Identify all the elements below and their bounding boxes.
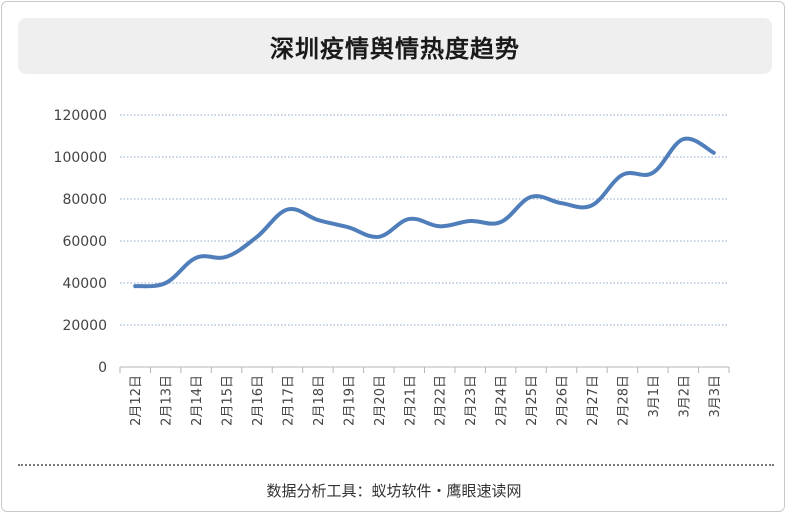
data-point — [529, 195, 533, 199]
x-tick-label: 2月23日 — [464, 375, 479, 426]
y-tick-label: 40000 — [62, 276, 107, 292]
chart-title: 深圳疫情舆情热度趋势 — [270, 34, 520, 63]
x-tick-label: 2月20日 — [373, 375, 388, 426]
data-point — [681, 137, 685, 141]
x-tick-label: 2月27日 — [586, 375, 601, 426]
x-tick-label: 2月21日 — [403, 375, 418, 426]
data-point — [407, 217, 411, 221]
x-tick-label: 2月22日 — [434, 375, 449, 426]
x-axis: 2月12日 2月13日 2月14日 2月15日 2月16日 2月17日 2月18日 2月19日… — [119, 366, 730, 426]
x-tick-label: 3月1日 — [647, 375, 662, 418]
footer-divider — [18, 464, 774, 466]
data-point — [620, 173, 624, 177]
x-tick-label: 2月12日 — [129, 375, 144, 426]
y-tick-label: 100000 — [54, 150, 107, 166]
data-point — [377, 235, 381, 239]
x-tick-label: 2月13日 — [160, 375, 175, 426]
data-point — [560, 201, 564, 205]
series-layer — [133, 136, 716, 289]
title-box: 深圳疫情舆情热度趋势 — [18, 18, 772, 74]
data-point — [468, 219, 472, 223]
data-point — [499, 220, 503, 224]
x-tick-label: 2月28日 — [616, 375, 631, 426]
x-tick-label: 2月14日 — [190, 375, 205, 426]
y-axis: 0 20000 40000 60000 80000 100000 120000 — [54, 108, 107, 376]
y-tick-label: 80000 — [62, 192, 107, 208]
x-tick-label: 2月15日 — [221, 375, 236, 426]
data-point — [712, 151, 716, 155]
data-point — [194, 256, 198, 260]
data-point — [651, 171, 655, 175]
data-point — [590, 203, 594, 207]
y-tick-label: 20000 — [62, 318, 107, 334]
x-tick-label: 2月17日 — [281, 375, 296, 426]
x-tick-label: 2月24日 — [495, 375, 510, 426]
data-point — [316, 218, 320, 222]
y-tick-label: 0 — [98, 360, 107, 376]
gridlines — [120, 114, 729, 326]
x-tick-label: 3月2日 — [677, 375, 692, 418]
data-point — [285, 208, 289, 212]
data-point — [346, 225, 350, 229]
y-tick-label: 120000 — [54, 108, 107, 124]
x-tick-label: 2月16日 — [251, 375, 266, 426]
series-line — [133, 136, 716, 289]
data-point — [225, 255, 229, 259]
y-tick-label: 60000 — [62, 234, 107, 250]
x-tick-label: 2月19日 — [342, 375, 357, 426]
data-point — [164, 281, 168, 285]
data-point — [133, 284, 137, 288]
x-tick-label: 2月26日 — [556, 375, 571, 426]
x-tick-label: 3月3日 — [708, 375, 723, 418]
data-point — [255, 235, 259, 239]
footer-credit: 数据分析工具：蚁坊软件・鹰眼速读网 — [266, 482, 522, 500]
data-point — [438, 224, 442, 228]
x-tick-label: 2月25日 — [525, 375, 540, 426]
x-tick-label: 2月18日 — [312, 375, 327, 426]
